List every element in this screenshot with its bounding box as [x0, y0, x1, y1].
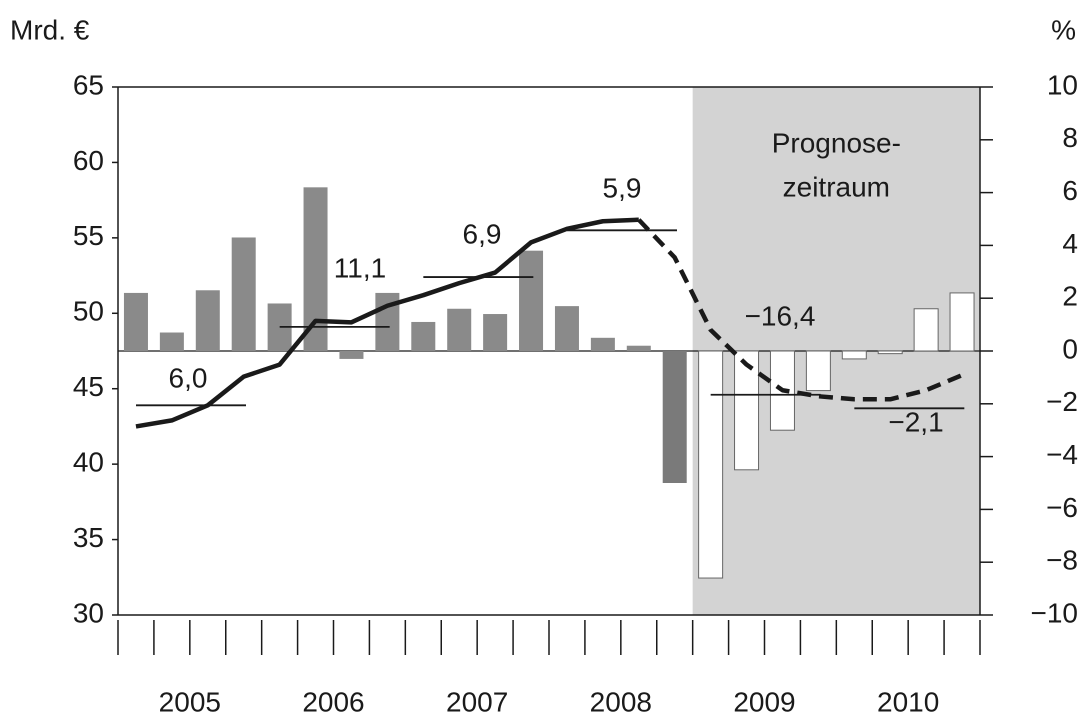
x-tick-label: 2006 — [302, 686, 364, 717]
y2-tick-label: 10 — [1047, 69, 1078, 100]
bar — [483, 314, 508, 351]
x-tick-label: 2005 — [159, 686, 221, 717]
y2-tick-label: −8 — [1046, 545, 1078, 576]
y-tick-label: 30 — [73, 597, 104, 628]
annotation: 11,1 — [334, 252, 386, 283]
bar — [159, 332, 184, 351]
y-axis-label: Mrd. € — [10, 14, 90, 45]
bar — [339, 351, 364, 359]
line — [637, 218, 963, 402]
bar — [411, 321, 436, 351]
x-tick-label: 2010 — [877, 686, 939, 717]
bar — [662, 351, 687, 483]
y2-tick-label: −10 — [1031, 597, 1079, 628]
x-tick-label: 2007 — [446, 686, 508, 717]
y2-tick-label: 6 — [1062, 175, 1078, 206]
annotation: 5,9 — [603, 172, 642, 203]
bar — [913, 308, 939, 352]
y-tick-label: 55 — [73, 220, 104, 251]
y-tick-label: 45 — [73, 371, 104, 402]
y-tick-label: 40 — [73, 447, 104, 478]
forecast-label: zeitraum — [783, 171, 890, 202]
annotation: 6,9 — [463, 218, 502, 249]
bar — [841, 350, 867, 360]
y2-tick-label: 2 — [1062, 281, 1078, 312]
bar — [698, 350, 724, 579]
bar — [949, 292, 975, 352]
annotation: −2,1 — [888, 406, 943, 437]
bar — [231, 237, 256, 351]
y-tick-label: 60 — [73, 145, 104, 176]
forecast-label: Prognose- — [772, 127, 901, 158]
y-tick-label: 50 — [73, 296, 104, 327]
bar — [626, 345, 651, 351]
y2-axis-label: % — [1051, 14, 1076, 45]
annotation: −16,4 — [745, 300, 816, 331]
line — [135, 217, 639, 429]
bar — [769, 350, 795, 431]
bar — [554, 306, 579, 351]
y-tick-label: 35 — [73, 522, 104, 553]
y-tick-label: 65 — [73, 69, 104, 100]
x-tick-label: 2008 — [590, 686, 652, 717]
bar — [877, 350, 903, 355]
bar — [447, 308, 472, 351]
y2-tick-label: 8 — [1062, 122, 1078, 153]
bar — [590, 337, 615, 351]
annotation: 6,0 — [169, 362, 208, 393]
y2-tick-label: −6 — [1046, 492, 1078, 523]
bar — [805, 350, 831, 392]
x-tick-label: 2009 — [733, 686, 795, 717]
y2-tick-label: −4 — [1046, 439, 1078, 470]
y2-tick-label: −2 — [1046, 386, 1078, 417]
y2-tick-label: 0 — [1062, 333, 1078, 364]
bar — [734, 350, 760, 471]
bar — [123, 292, 148, 351]
bar — [195, 290, 220, 351]
bar — [519, 250, 544, 351]
y2-tick-label: 4 — [1062, 228, 1078, 259]
